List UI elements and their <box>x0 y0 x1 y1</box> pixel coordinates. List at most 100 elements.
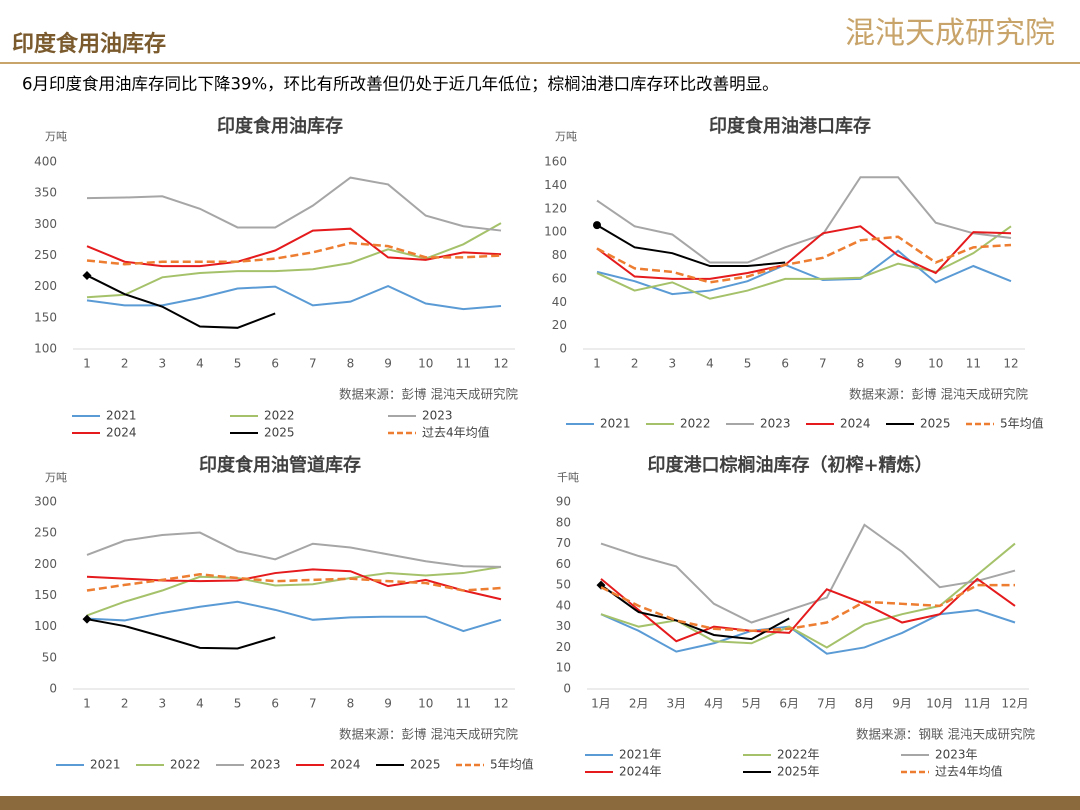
y-tick-label: 250 <box>34 526 57 540</box>
series-line <box>600 542 1016 649</box>
series-line <box>600 584 790 641</box>
y-tick-label: 40 <box>552 295 567 309</box>
legend-label: 2023 <box>250 758 281 772</box>
x-tick-label: 3 <box>158 697 166 711</box>
source-note: 数据来源：钢联 混沌天成研究院 <box>856 727 1035 742</box>
y-tick-label: 300 <box>34 495 57 509</box>
y-tick-label: 80 <box>556 515 571 529</box>
series-line <box>86 531 502 568</box>
legend-label: 2023 <box>760 417 791 431</box>
x-tick-label: 9 <box>894 357 902 371</box>
x-tick-label: 11 <box>456 697 471 711</box>
series-line <box>600 523 1016 624</box>
legend-label: 2025年 <box>777 765 820 779</box>
legend-label: 2022 <box>264 409 295 423</box>
point-marker <box>82 270 92 280</box>
y-tick-label: 60 <box>556 557 571 571</box>
x-tick-label: 4月 <box>704 697 724 711</box>
legend-label: 2023 <box>422 409 453 423</box>
y-tick-label: 100 <box>544 225 567 239</box>
x-tick-label: 12 <box>1003 357 1018 371</box>
y-tick-label: 300 <box>34 217 57 231</box>
x-tick-label: 6月 <box>779 697 799 711</box>
y-axis-unit: 万吨 <box>555 130 577 143</box>
legend-label: 2021年 <box>619 748 662 762</box>
series-line <box>86 241 502 266</box>
x-tick-label: 10 <box>418 697 433 711</box>
series-line <box>86 565 502 617</box>
source-note: 数据来源：彭博 混沌天成研究院 <box>339 387 518 402</box>
series-line <box>86 284 502 311</box>
legend-label: 2022 <box>680 417 711 431</box>
x-tick-label: 2月 <box>629 697 649 711</box>
y-tick-label: 160 <box>544 155 567 169</box>
x-tick-label: 9月 <box>892 697 912 711</box>
y-tick-label: 250 <box>34 248 57 262</box>
x-tick-label: 4 <box>196 357 204 371</box>
series-line <box>86 568 502 601</box>
y-tick-label: 0 <box>559 342 567 356</box>
series-line <box>600 583 1015 633</box>
x-tick-label: 11 <box>966 357 981 371</box>
series-line <box>86 222 502 299</box>
y-tick-label: 20 <box>552 318 567 332</box>
x-tick-label: 2 <box>121 357 129 371</box>
footer-band <box>0 796 1080 810</box>
series-line <box>86 618 276 650</box>
x-tick-label: 8月 <box>855 697 875 711</box>
series-line <box>600 577 1016 643</box>
x-tick-label: 8 <box>347 697 355 711</box>
y-tick-label: 50 <box>556 578 571 592</box>
y-tick-label: 350 <box>34 186 57 200</box>
x-tick-label: 8 <box>347 357 355 371</box>
y-tick-label: 150 <box>34 588 57 602</box>
y-tick-label: 100 <box>34 342 57 356</box>
x-tick-label: 7 <box>309 357 317 371</box>
x-tick-label: 6 <box>271 357 279 371</box>
x-tick-label: 12 <box>493 697 508 711</box>
y-tick-label: 140 <box>544 178 567 192</box>
y-tick-label: 200 <box>34 557 57 571</box>
series-line <box>86 227 502 268</box>
x-tick-label: 9 <box>384 357 392 371</box>
x-tick-label: 1月 <box>591 697 611 711</box>
series-line <box>596 225 1012 300</box>
x-tick-label: 12月 <box>1001 697 1028 711</box>
y-tick-label: 30 <box>556 619 571 633</box>
legend-label: 2025 <box>410 758 441 772</box>
y-tick-label: 200 <box>34 279 57 293</box>
source-note: 数据来源：彭博 混沌天成研究院 <box>339 727 518 742</box>
page-title: 印度食用油库存 <box>12 31 166 57</box>
x-tick-label: 7 <box>309 697 317 711</box>
y-axis-unit: 千吨 <box>557 471 579 484</box>
legend-label: 2021 <box>600 417 631 431</box>
series-line <box>596 249 1012 296</box>
x-tick-label: 10 <box>928 357 943 371</box>
y-tick-label: 60 <box>552 271 567 285</box>
y-axis-unit: 万吨 <box>45 130 67 143</box>
x-tick-label: 12 <box>493 357 508 371</box>
legend-label: 2024 <box>840 417 871 431</box>
legend-label: 5年均值 <box>490 757 534 772</box>
x-tick-label: 9 <box>384 697 392 711</box>
logo: 混沌天成研究院 <box>845 16 1055 51</box>
x-tick-label: 11 <box>456 357 471 371</box>
y-tick-label: 50 <box>42 650 57 664</box>
x-tick-label: 8 <box>857 357 865 371</box>
x-tick-label: 10月 <box>926 697 953 711</box>
chart-title: 印度食用油管道库存 <box>199 454 361 476</box>
x-tick-label: 7月 <box>817 697 837 711</box>
chart-title: 印度港口棕榈油库存（初榨+精炼） <box>647 454 932 476</box>
legend-label: 2023年 <box>935 748 978 762</box>
x-tick-label: 5月 <box>742 697 762 711</box>
y-tick-label: 70 <box>556 536 571 550</box>
y-tick-label: 0 <box>49 682 57 696</box>
y-tick-label: 20 <box>556 640 571 654</box>
y-tick-label: 100 <box>34 619 57 633</box>
y-tick-label: 40 <box>556 598 571 612</box>
x-tick-label: 3 <box>668 357 676 371</box>
legend-label: 2024年 <box>619 765 662 779</box>
legend-label: 2025 <box>264 426 295 440</box>
series-line <box>86 274 276 329</box>
x-tick-label: 1 <box>593 357 601 371</box>
